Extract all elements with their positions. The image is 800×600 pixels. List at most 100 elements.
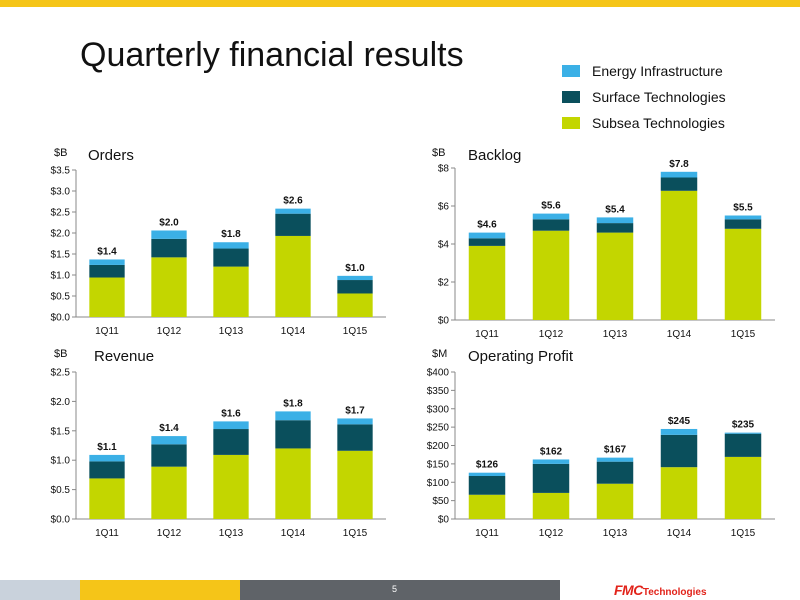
legend-item-surface-technologies: Surface Technologies: [562, 84, 726, 110]
operating-profit-chart: $M Operating Profit $0 $50 $100 $150 $200 $250 $…: [410, 340, 790, 545]
x-category-label: 1Q15: [731, 528, 756, 539]
bar-segment: [89, 461, 125, 479]
bar-segment: [151, 230, 187, 239]
bar-total-label: $1.0: [345, 263, 365, 274]
revenue-chart-svg: $B Revenue $0.0 $0.5 $1.0 $1.5 $2.0 $2.5 $1.1 1Q1…: [51, 348, 386, 539]
bar-segment: [532, 219, 570, 231]
x-category-label: 1Q11: [475, 528, 499, 539]
footer-segment-gray: [0, 580, 80, 600]
footer-bar: 5: [0, 580, 800, 600]
bar-segment: [275, 213, 311, 236]
y-unit-label: $B: [54, 147, 67, 159]
x-category-label: 1Q13: [219, 528, 244, 539]
bar-segment: [275, 411, 311, 421]
y-tick-label: $1.5: [51, 250, 71, 261]
bar-segment: [660, 190, 698, 320]
bar-segment: [724, 219, 762, 229]
bar-total-label: $167: [604, 445, 627, 456]
y-tick-label: $100: [427, 478, 450, 489]
bar-segment: [151, 436, 187, 445]
bar-segment: [724, 433, 762, 457]
legend-swatch-energy-infrastructure: [562, 65, 580, 77]
x-category-label: 1Q11: [475, 329, 499, 340]
bar-segment: [596, 223, 634, 233]
bar-segment: [468, 494, 506, 519]
backlog-chart: $B Backlog $0 $2 $4 $6 $8 $4.6 1Q11 $5.6 1Q12 $5.4 1…: [410, 140, 790, 340]
revenue-chart: $B Revenue $0.0 $0.5 $1.0 $1.5 $2.0 $2.5 $1.1 1Q1…: [20, 340, 400, 545]
y-tick-label: $1.5: [51, 426, 71, 437]
bar-total-label: $1.1: [97, 442, 117, 453]
bar-total-label: $5.6: [541, 201, 561, 212]
bar-segment: [337, 280, 373, 294]
chart-title: Backlog: [468, 147, 521, 164]
bar-segment: [213, 429, 249, 455]
bar-segment: [724, 456, 762, 519]
y-unit-label: $B: [432, 147, 445, 159]
y-tick-label: $350: [427, 386, 450, 397]
bar-segment: [660, 467, 698, 519]
page-number: 5: [392, 584, 398, 594]
orders-chart: $B Orders $0.0 $0.5 $1.0 $1.5 $2.0 $2.5 $3.0 $3.5…: [20, 140, 400, 340]
x-category-label: 1Q15: [343, 528, 368, 539]
x-category-label: 1Q15: [343, 326, 368, 337]
y-tick-label: $0.0: [51, 313, 71, 324]
bar-segment: [468, 232, 506, 239]
bar-segment: [275, 235, 311, 317]
bar-segment: [660, 428, 698, 435]
bar-total-label: $1.8: [221, 229, 241, 240]
y-tick-label: $2: [438, 278, 450, 289]
y-tick-label: $4: [438, 240, 450, 251]
footer-segment-yellow: [80, 580, 240, 600]
bar-segment: [151, 238, 187, 258]
x-category-label: 1Q14: [281, 326, 306, 337]
bar-total-label: $2.0: [159, 217, 179, 228]
y-tick-label: $0.5: [51, 292, 71, 303]
y-tick-label: $0: [438, 515, 450, 526]
bar-total-label: $4.6: [477, 220, 497, 231]
bar-segment: [337, 418, 373, 425]
bar-segment: [532, 459, 570, 464]
bar-total-label: $245: [668, 416, 691, 427]
x-category-label: 1Q12: [157, 528, 182, 539]
y-tick-label: $2.5: [51, 368, 71, 379]
x-category-label: 1Q15: [731, 329, 756, 340]
y-tick-label: $1.0: [51, 271, 71, 282]
bar-total-label: $1.8: [283, 398, 303, 409]
bar-total-label: $162: [540, 446, 563, 457]
y-tick-label: $6: [438, 202, 450, 213]
bar-segment: [213, 242, 249, 249]
footer-segment-dark: [240, 580, 560, 600]
legend-swatch-surface-technologies: [562, 91, 580, 103]
y-tick-label: $2.0: [51, 397, 71, 408]
x-category-label: 1Q12: [539, 528, 564, 539]
bar-segment: [532, 463, 570, 493]
legend-swatch-subsea-technologies: [562, 117, 580, 129]
y-tick-label: $300: [427, 404, 450, 415]
y-tick-label: $150: [427, 459, 450, 470]
x-category-label: 1Q14: [667, 329, 692, 340]
bar-total-label: $5.5: [733, 203, 753, 214]
bar-total-label: $1.4: [159, 423, 179, 434]
y-tick-label: $1.0: [51, 456, 71, 467]
x-category-label: 1Q14: [281, 528, 306, 539]
bar-total-label: $126: [476, 460, 499, 471]
logo-brand: FMC: [614, 582, 643, 598]
bar-segment: [468, 472, 506, 477]
bar-segment: [213, 248, 249, 267]
bar-segment: [532, 492, 570, 519]
bar-segment: [660, 434, 698, 468]
x-category-label: 1Q13: [603, 329, 628, 340]
bar-segment: [724, 432, 762, 434]
bar-segment: [468, 476, 506, 495]
y-tick-label: $3.5: [51, 166, 71, 177]
bar-segment: [213, 454, 249, 519]
bar-segment: [151, 444, 187, 467]
bar-segment: [275, 208, 311, 214]
page-title: Quarterly financial results: [80, 36, 464, 74]
bar-segment: [213, 266, 249, 317]
bar-segment: [89, 277, 125, 317]
bar-segment: [337, 275, 373, 281]
bar-total-label: $1.6: [221, 408, 241, 419]
chart-title: Orders: [88, 147, 134, 164]
chart-title: Revenue: [94, 348, 154, 365]
